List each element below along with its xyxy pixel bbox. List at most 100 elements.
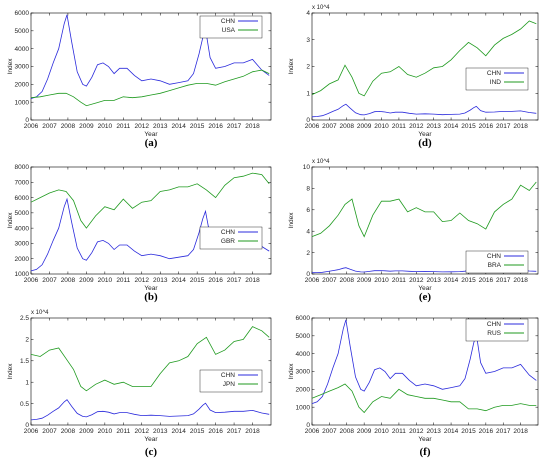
y-tick-label: 0 — [306, 117, 310, 124]
legend-box — [199, 226, 263, 250]
legend-label: BRA — [488, 262, 502, 269]
x-tick-label: 2014 — [444, 277, 459, 284]
legend-label: GBR — [221, 238, 235, 245]
x-tick-label: 2009 — [79, 277, 94, 284]
x-axis-label: Year — [144, 131, 158, 138]
legend-label: CHN — [487, 253, 501, 260]
y-tick-label: 3 — [306, 37, 310, 44]
legend-label: CHN — [487, 70, 501, 77]
x-tick-label: 2009 — [357, 123, 372, 130]
x-tick-label: 2012 — [135, 428, 150, 435]
x-tick-label: 2013 — [426, 123, 441, 130]
x-tick-label: 2010 — [98, 277, 113, 284]
y-tick-label: 4000 — [296, 351, 311, 358]
plot-frame — [30, 166, 272, 275]
x-tick-label: 2017 — [227, 277, 242, 284]
legend-box — [465, 250, 529, 274]
panel-label: (e) — [419, 291, 432, 303]
y-tick-label: 0 — [25, 117, 29, 124]
y-tick-label: 6 — [306, 207, 310, 214]
chart-panel-4: 2006 2007 2008 2009 2010 2011 2012 2013 2014 2015… — [288, 5, 539, 149]
x-tick-label: 2014 — [444, 123, 459, 130]
x-tick-label: 2006 — [305, 428, 320, 435]
panel-label: (f) — [420, 446, 431, 458]
y-tick-label: 5000 — [296, 333, 311, 340]
y-tick-label: 2000 — [15, 256, 30, 263]
x-tick-label: 2010 — [374, 277, 389, 284]
panel-label: (c) — [145, 446, 158, 458]
y-tick-label: 6000 — [15, 195, 30, 202]
y-tick-label: 1 — [306, 90, 310, 97]
x-tick-label: 2006 — [24, 277, 39, 284]
legend: CHN BRA — [465, 250, 529, 274]
x-tick-label: 2010 — [98, 123, 113, 130]
x-tick-label: 2011 — [392, 277, 406, 284]
legend-label: JPN — [223, 381, 236, 388]
x-tick-label: 2010 — [374, 123, 389, 130]
x-tick-label: 2006 — [24, 123, 39, 130]
legend: CHN GBR — [199, 226, 263, 250]
x-tick-label: 2007 — [42, 277, 57, 284]
axis-multiplier: x 10^4 — [31, 310, 49, 316]
legend: CHN RUS — [465, 318, 529, 342]
x-tick-label: 2011 — [116, 123, 130, 130]
x-tick-label: 2008 — [61, 428, 76, 435]
legend-label: CHN — [221, 229, 235, 236]
y-tick-label: 2000 — [15, 82, 30, 89]
x-tick-label: 2007 — [42, 123, 57, 130]
legend: CHN JPN — [199, 369, 263, 393]
x-tick-label: 2012 — [135, 123, 150, 130]
series-line-jpn — [30, 326, 270, 392]
x-tick-label: 2007 — [322, 428, 337, 435]
legend-box — [199, 369, 263, 393]
y-tick-label: 0 — [25, 422, 29, 429]
x-axis-label: Year — [418, 436, 432, 443]
series-line-rus — [311, 383, 537, 414]
chart-panel-3: 2006 2007 2008 2009 2010 2011 2012 2013 2014 2015… — [7, 310, 272, 458]
x-axis-label: Year — [144, 436, 158, 443]
x-tick-label: 2009 — [357, 428, 372, 435]
x-tick-label: 2015 — [190, 428, 205, 435]
y-tick-label: 3000 — [296, 369, 311, 376]
legend: CHN IND — [465, 67, 529, 91]
chart-panel-6: 2006 2007 2008 2009 2010 2011 2012 2013 2014 2015… — [288, 315, 539, 458]
x-tick-label: 2007 — [322, 277, 337, 284]
x-axis-label: Year — [144, 285, 158, 292]
chart-panel-5: 2006 2007 2008 2009 2010 2011 2012 2013 2014 2015… — [288, 159, 539, 303]
x-tick-label: 2006 — [305, 277, 320, 284]
x-tick-label: 2013 — [426, 428, 441, 435]
y-axis-label: Index — [7, 363, 14, 380]
y-tick-label: 1.5 — [20, 358, 29, 365]
axis-multiplier: x 10^4 — [312, 159, 330, 165]
legend-label: RUS — [487, 330, 501, 337]
x-tick-label: 2017 — [227, 428, 242, 435]
x-tick-label: 2016 — [208, 428, 223, 435]
y-axis-label: Index — [7, 58, 14, 75]
x-tick-label: 2014 — [171, 277, 186, 284]
y-tick-label: 0.5 — [20, 401, 29, 408]
series-line-ind — [311, 20, 537, 97]
x-tick-label: 2016 — [479, 123, 494, 130]
x-tick-label: 2018 — [513, 123, 528, 130]
y-tick-label: 2 — [306, 64, 310, 71]
x-tick-label: 2009 — [357, 277, 372, 284]
x-tick-label: 2012 — [409, 277, 424, 284]
x-tick-label: 2016 — [208, 123, 223, 130]
y-tick-label: 5000 — [15, 28, 30, 35]
panel-label: (b) — [144, 291, 158, 303]
x-tick-label: 2008 — [340, 428, 355, 435]
x-tick-label: 2010 — [98, 428, 113, 435]
y-tick-label: 2.5 — [20, 315, 29, 322]
series-line-chn — [30, 14, 270, 99]
y-tick-label: 6000 — [296, 315, 311, 322]
x-tick-label: 2017 — [496, 277, 511, 284]
x-tick-label: 2012 — [409, 123, 424, 130]
y-axis-label: Index — [288, 363, 295, 380]
x-tick-label: 2009 — [79, 123, 94, 130]
legend-box — [465, 318, 529, 342]
x-tick-label: 2015 — [461, 123, 476, 130]
x-tick-label: 2008 — [340, 123, 355, 130]
x-tick-label: 2017 — [496, 123, 511, 130]
legend-label: USA — [222, 27, 236, 34]
